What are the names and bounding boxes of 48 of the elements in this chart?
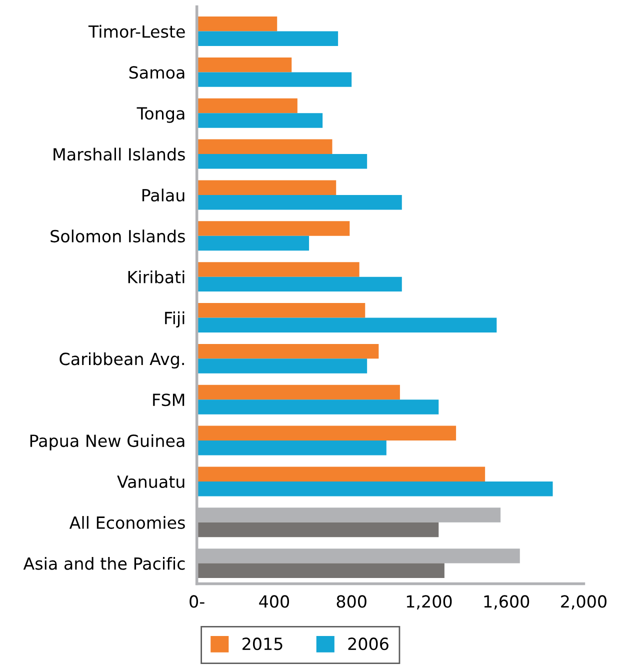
y-tick-label: Tonga — [136, 107, 184, 123]
bar — [196, 481, 553, 496]
y-tick-label: Vanuatu — [117, 476, 184, 488]
x-tick-label: 800 — [336, 595, 366, 608]
legend-label: 2006 — [348, 638, 388, 650]
x-tick-label: 2,000 — [561, 595, 606, 610]
y-tick-label: FSM — [153, 394, 184, 406]
bar — [196, 31, 338, 46]
bar — [196, 16, 278, 32]
x-tick-label: 1,200 — [406, 595, 452, 610]
bar — [196, 180, 336, 195]
y-tick-label: Marshall Islands — [54, 148, 185, 161]
bar — [196, 344, 379, 359]
y-tick-label: Palau — [142, 188, 184, 202]
bar — [196, 563, 444, 578]
bar — [196, 194, 402, 210]
y-tick-label: Kiribati — [128, 270, 184, 284]
bar — [196, 72, 352, 87]
legend-label: 2015 — [242, 638, 282, 650]
bar — [196, 57, 292, 72]
bar — [196, 318, 497, 332]
bar — [196, 303, 366, 318]
y-tick-label: Fiji — [165, 311, 184, 328]
bar — [196, 139, 332, 154]
x-tick-label: 400 — [259, 595, 290, 608]
bar — [196, 262, 360, 277]
y-tick-label: All Economies — [69, 516, 185, 529]
bar — [196, 236, 310, 251]
y-tick-label: Timor-Leste — [88, 24, 185, 38]
y-tick-label: Asia and the Pacific — [23, 556, 185, 570]
x-tick-label: 1,600 — [484, 595, 530, 610]
bar — [196, 154, 368, 169]
bar — [196, 221, 350, 236]
bar — [196, 440, 386, 456]
bar — [196, 426, 456, 441]
bar — [196, 522, 439, 538]
bar — [196, 358, 368, 374]
bar — [196, 384, 400, 400]
bar — [196, 276, 402, 292]
bar — [196, 466, 486, 482]
bar — [196, 113, 323, 128]
bar — [196, 98, 298, 114]
y-tick-label: Caribbean Avg. — [60, 352, 184, 368]
x-tick-label: 0- — [190, 595, 204, 608]
y-tick-label: Solomon Islands — [50, 230, 185, 242]
bar — [196, 400, 439, 414]
y-tick-label: Samoa — [129, 66, 184, 79]
y-tick-label: Papua New Guinea — [30, 434, 184, 450]
